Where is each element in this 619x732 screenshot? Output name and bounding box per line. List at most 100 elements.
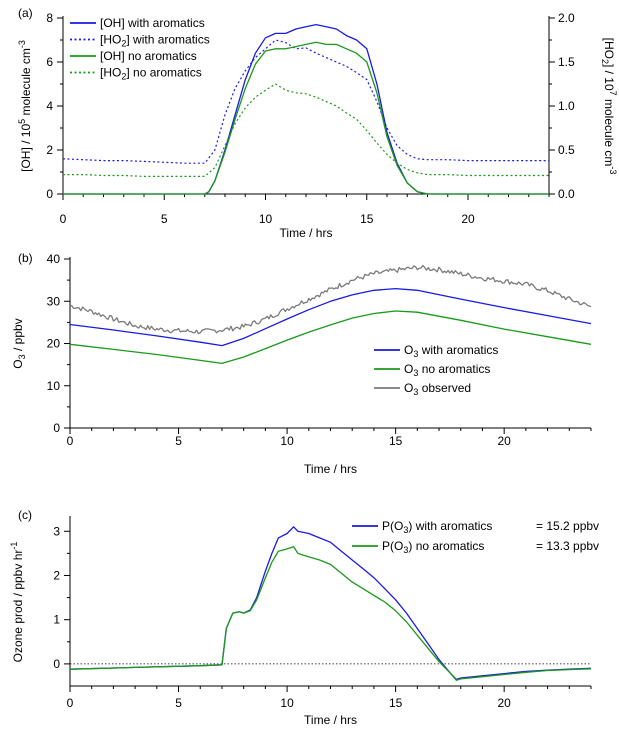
legend-label-text: O	[404, 362, 413, 376]
y-tick-label: 2	[53, 568, 60, 582]
legend-label-sub: 2	[121, 39, 126, 49]
x-axis-label: Time / hrs	[304, 462, 357, 476]
y-tick-label: 20	[47, 337, 61, 351]
y2-tick-label: 1.5	[558, 55, 575, 69]
legend-label: O3 with aromatics	[404, 343, 498, 359]
legend-label-text: [OH] with aromatics	[100, 16, 205, 30]
legend-total: = 13.3 ppbv	[536, 539, 599, 553]
y-axis-label: Ozone prod / ppbv hr-1	[9, 542, 25, 663]
x-tick-label: 0	[67, 696, 74, 710]
y-tick-label: 10	[47, 379, 61, 393]
panel-a: (a) 0 5 10 15 20 Time / hrs 0 2 4 6 8 0.0 0.5 1.0 1.5 2.…	[17, 6, 618, 240]
legend-label-text: ] no aromatics	[126, 66, 201, 80]
y-axis-label-exp: -3	[17, 40, 27, 48]
y-tick-label: 6	[46, 55, 53, 69]
x-tick-label: 20	[461, 212, 475, 226]
panel-c: (c) 0 5 10 15 20 Time / hrs 0 1 2 3 Ozone prod / pp…	[9, 508, 599, 727]
legend-label: [HO2] with aromatics	[100, 33, 210, 49]
legend-label-text: ] with aromatics	[126, 33, 209, 47]
y-tick-label: 0	[53, 657, 60, 671]
y-tick-label: 1	[53, 613, 60, 627]
x-tick-label: 15	[389, 696, 403, 710]
legend-label-text: O	[404, 381, 413, 395]
legend-label-sub: 3	[413, 368, 418, 378]
y-tick-label: 40	[47, 252, 61, 266]
legend-label-sub: 3	[403, 545, 408, 555]
x-tick-label: 0	[67, 434, 74, 448]
y2-axis-label: [HO2] / 107 molecule cm-3	[600, 38, 618, 175]
y-axis-label: O3 / ppbv	[11, 318, 27, 368]
y2-tick-label: 0.5	[558, 143, 575, 157]
legend-total: = 15.2 ppbv	[536, 519, 599, 533]
x-tick-label: 20	[497, 434, 511, 448]
y2-axis-label-sub: 2	[600, 59, 610, 64]
legend-label: P(O3) with aromatics	[382, 519, 492, 535]
legend-label-text: ) with aromatics	[408, 519, 492, 533]
legend-label-sub: 3	[403, 525, 408, 535]
legend-label-text: O	[404, 343, 413, 357]
legend-label: O3 no aromatics	[404, 362, 490, 378]
y-axis-label-text: O	[11, 359, 25, 368]
y-tick-label: 30	[47, 294, 61, 308]
y2-tick-label: 1.0	[558, 99, 575, 113]
x-tick-label: 15	[389, 434, 403, 448]
panel-label: (b)	[18, 251, 33, 265]
legend-label-text: no aromatics	[418, 362, 490, 376]
x-tick-label: 10	[280, 696, 294, 710]
legend-label-text: [OH] no aromatics	[100, 49, 197, 63]
legend-label-sub: 3	[413, 349, 418, 359]
series-line-1	[69, 310, 592, 365]
y-tick-label: 8	[46, 11, 53, 25]
legend-label-text: observed	[418, 381, 471, 395]
legend: [OH] with aromatics[HO2] with aromatics[…	[70, 16, 210, 82]
legend-label-text: with aromatics	[418, 343, 498, 357]
y-tick-label: 3	[53, 524, 60, 538]
legend-label-text: [HO	[100, 33, 121, 47]
y2-tick-label: 2.0	[558, 11, 575, 25]
y2-axis-label-text: molecule cm	[602, 96, 616, 167]
series-line-0	[63, 23, 549, 195]
legend-label-text: P(O	[382, 539, 403, 553]
panel-label: (c)	[18, 508, 32, 522]
legend-label-text: ) no aromatics	[408, 539, 484, 553]
y-axis-label-exp: -1	[9, 542, 19, 550]
y-axis-label-text: [OH] / 10	[19, 124, 33, 172]
legend-label: P(O3) no aromatics	[382, 539, 484, 555]
y-axis-label-exp: 5	[17, 119, 27, 124]
legend-label-sub: 2	[121, 72, 126, 82]
y2-axis-label-exp: -3	[608, 166, 618, 174]
y-tick-label: 4	[46, 99, 53, 113]
legend-label: O3 observed	[404, 381, 471, 397]
y-axis-label-text: Ozone prod / ppbv hr	[11, 550, 25, 663]
series-line-2	[63, 41, 549, 195]
x-axis-label: Time / hrs	[280, 226, 333, 240]
legend-label: [OH] no aromatics	[100, 49, 197, 63]
x-tick-label: 5	[161, 212, 168, 226]
x-tick-label: 20	[497, 696, 511, 710]
series-line-3	[63, 83, 549, 177]
y-axis-label-text: molecule cm	[19, 48, 33, 119]
y-tick-label: 0	[46, 187, 53, 201]
y-axis-label-sub: 3	[17, 354, 27, 359]
x-tick-label: 5	[175, 696, 182, 710]
series-line-1	[69, 546, 592, 681]
x-tick-label: 5	[175, 434, 182, 448]
legend-label: [HO2] no aromatics	[100, 66, 202, 82]
y-tick-label: 0	[53, 421, 60, 435]
y2-axis-label-exp: 7	[608, 91, 618, 96]
x-tick-label: 10	[259, 212, 273, 226]
x-tick-label: 10	[280, 434, 294, 448]
series-line-0	[69, 287, 592, 347]
panel-label: (a)	[18, 6, 33, 20]
legend-label-text: P(O	[382, 519, 403, 533]
legend-label-text: [HO	[100, 66, 121, 80]
series-line-2	[69, 264, 592, 335]
x-axis-label: Time / hrs	[304, 713, 357, 727]
x-tick-label: 0	[60, 212, 67, 226]
legend-label-sub: 3	[413, 387, 418, 397]
y-axis-label: [OH] / 105 molecule cm-3	[17, 40, 33, 172]
